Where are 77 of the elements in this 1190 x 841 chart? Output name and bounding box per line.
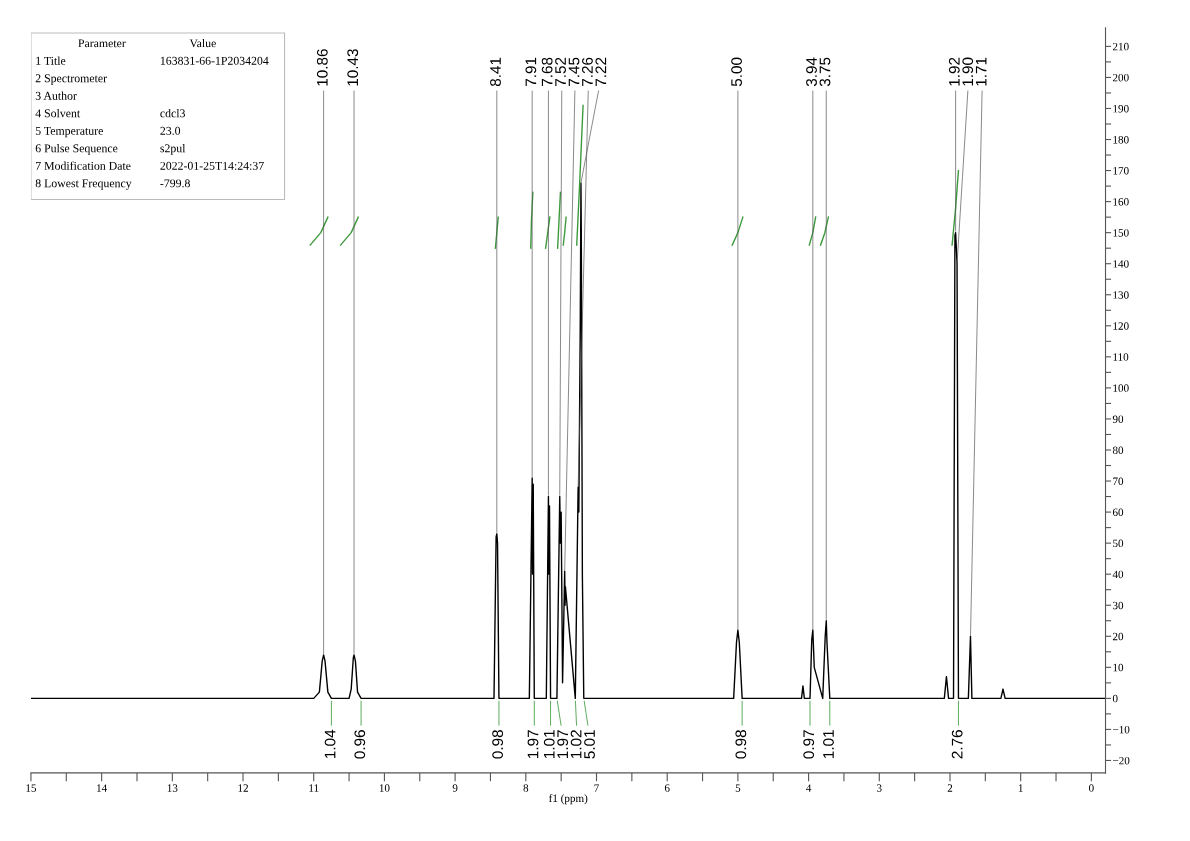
y-tick-label: 40 <box>1112 570 1124 579</box>
text: 7 Modification Date 2022-01-25T14:24:37 <box>36 161 264 170</box>
x-tick-label: 12 <box>238 784 248 792</box>
y-tick-label: 160 <box>1113 198 1129 206</box>
y-tick-label: 190 <box>1113 104 1129 113</box>
y-tick-label: 70 <box>1113 477 1124 485</box>
annotation: 7.45 <box>568 57 580 86</box>
x-tick-label: 15 <box>26 784 37 792</box>
annotation: 8.41 <box>490 57 501 87</box>
text: 8 Lowest Frequency -799.8 <box>35 179 190 190</box>
annotation: 3 Author <box>35 91 77 100</box>
y-tick-label: 100 <box>1113 384 1129 392</box>
x-tick-label: 1 <box>1018 784 1023 792</box>
y-tick-label: 130 <box>1113 291 1129 299</box>
y-tick-label: 80 <box>1112 446 1124 454</box>
x-tick-label: 0 <box>1089 784 1094 792</box>
x-tick-label: 7 <box>594 784 599 792</box>
x-tick-label: 8 <box>523 784 529 792</box>
y-tick-label: 180 <box>1113 135 1129 144</box>
x-tick-label: 4 <box>806 784 812 792</box>
text: 6 Pulse Sequence s2pul <box>35 143 186 155</box>
annotation: 0.96 <box>354 730 366 759</box>
annotation: 5.00 <box>731 57 742 87</box>
annotation: 0.98 <box>735 730 747 759</box>
annotation: 1.71 <box>975 57 987 86</box>
x-tick-label: 14 <box>97 784 108 792</box>
annotation: 1.92 <box>948 57 960 86</box>
annotation: 7.91 <box>525 57 537 86</box>
y-tick-label: 170 <box>1113 167 1129 175</box>
text: 4 Solvent cdcl3 <box>35 108 185 118</box>
annotation: 7.22 <box>595 57 607 86</box>
annotation: 3.94 <box>806 57 817 87</box>
annotation: 1.02 <box>570 730 582 758</box>
annotation: 2.76 <box>951 730 963 759</box>
y-tick-label: 10 <box>1113 663 1124 672</box>
annotation: 1.97 <box>557 730 569 758</box>
annotation: 2 Spectrometer <box>35 74 107 85</box>
y-tick-label: 150 <box>1113 229 1129 237</box>
y-tick-label: 200 <box>1112 73 1129 82</box>
annotation: 1.01 <box>543 730 555 758</box>
x-tick-label: 2 <box>947 784 953 792</box>
y-tick-label: −20 <box>1113 756 1130 765</box>
y-tick-label: −10 <box>1113 725 1130 734</box>
y-tick-label: 0 <box>1112 694 1118 703</box>
annotation: 0.97 <box>803 730 815 759</box>
x-tick-label: 5 <box>735 784 741 792</box>
annotation: 1.01 <box>823 730 834 758</box>
annotation: 0.98 <box>492 730 504 759</box>
y-tick-label: 30 <box>1112 601 1124 610</box>
annotation: 7.52 <box>555 57 566 86</box>
annotation: 1.90 <box>962 57 974 86</box>
x-tick-label: 13 <box>167 784 178 792</box>
y-tick-label: 90 <box>1112 415 1124 423</box>
y-tick-label: 20 <box>1112 632 1124 641</box>
y-tick-label: 60 <box>1112 508 1124 517</box>
text: Parameter Value <box>78 38 216 48</box>
annotation: 5.01 <box>584 730 595 759</box>
x-tick-label: 9 <box>452 784 458 792</box>
annotation: 3.75 <box>819 57 831 87</box>
annotation: 10.86 <box>316 49 328 86</box>
y-tick-label: 120 <box>1113 322 1129 330</box>
y-tick-label: 110 <box>1113 353 1129 361</box>
y-tick-label: 140 <box>1113 260 1129 268</box>
y-tick-label: 50 <box>1113 539 1124 548</box>
x-tick-label: 11 <box>309 784 319 792</box>
x-axis-title: f1 (ppm) <box>548 794 588 805</box>
annotation: 1.04 <box>324 729 336 758</box>
annotation: 7.68 <box>541 57 553 86</box>
text: 1 Title 163831-66-1P2034204 <box>36 56 269 65</box>
y-tick-label: 210 <box>1112 42 1129 51</box>
annotation: 1.97 <box>527 730 539 758</box>
annotation: 10.43 <box>347 49 359 86</box>
text: 5 Temperature 23.0 <box>35 126 181 138</box>
x-tick-label: 3 <box>877 784 882 792</box>
annotation: 7.26 <box>582 57 593 86</box>
x-tick-label: 6 <box>664 784 670 792</box>
x-tick-label: 10 <box>379 784 390 792</box>
